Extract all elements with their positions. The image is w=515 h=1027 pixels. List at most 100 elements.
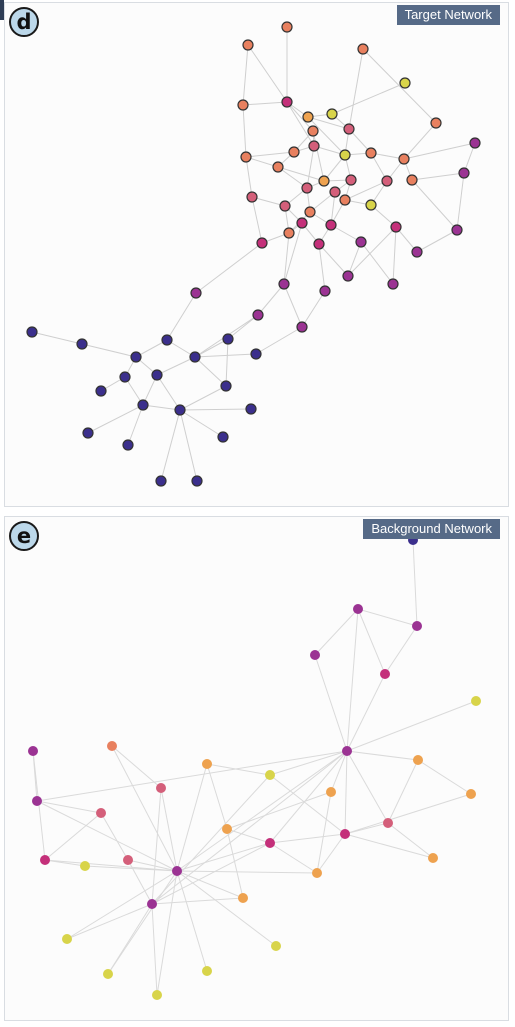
- network-node[interactable]: [152, 990, 162, 1000]
- network-node[interactable]: [32, 796, 42, 806]
- network-node[interactable]: [123, 855, 133, 865]
- network-node[interactable]: [329, 186, 341, 198]
- network-node[interactable]: [390, 221, 402, 233]
- target-network-tab[interactable]: Target Network: [396, 5, 500, 25]
- network-node[interactable]: [353, 604, 363, 614]
- network-node[interactable]: [119, 371, 131, 383]
- network-node[interactable]: [80, 861, 90, 871]
- network-node[interactable]: [469, 137, 481, 149]
- network-node[interactable]: [343, 123, 355, 135]
- network-node[interactable]: [412, 621, 422, 631]
- network-node[interactable]: [399, 77, 411, 89]
- network-node[interactable]: [265, 770, 275, 780]
- network-node[interactable]: [302, 111, 314, 123]
- network-node[interactable]: [62, 934, 72, 944]
- network-node[interactable]: [342, 746, 352, 756]
- network-node[interactable]: [202, 759, 212, 769]
- network-node[interactable]: [380, 669, 390, 679]
- network-node[interactable]: [240, 151, 252, 163]
- network-node[interactable]: [28, 746, 38, 756]
- network-node[interactable]: [147, 899, 157, 909]
- network-node[interactable]: [271, 941, 281, 951]
- network-node[interactable]: [217, 431, 229, 443]
- network-node[interactable]: [301, 182, 313, 194]
- network-node[interactable]: [222, 333, 234, 345]
- network-node[interactable]: [82, 427, 94, 439]
- network-node[interactable]: [413, 755, 423, 765]
- network-node[interactable]: [281, 96, 293, 108]
- network-node[interactable]: [189, 351, 201, 363]
- network-node[interactable]: [107, 741, 117, 751]
- network-node[interactable]: [411, 246, 423, 258]
- network-node[interactable]: [325, 219, 337, 231]
- network-node[interactable]: [387, 278, 399, 290]
- network-node[interactable]: [430, 117, 442, 129]
- network-node[interactable]: [307, 125, 319, 137]
- network-node[interactable]: [308, 140, 320, 152]
- network-node[interactable]: [272, 161, 284, 173]
- network-node[interactable]: [281, 21, 293, 33]
- network-node[interactable]: [288, 146, 300, 158]
- network-node[interactable]: [155, 475, 167, 487]
- network-node[interactable]: [172, 866, 182, 876]
- network-node[interactable]: [161, 334, 173, 346]
- network-node[interactable]: [103, 969, 113, 979]
- network-node[interactable]: [365, 199, 377, 211]
- network-node[interactable]: [190, 287, 202, 299]
- network-node[interactable]: [130, 351, 142, 363]
- network-node[interactable]: [310, 650, 320, 660]
- network-node[interactable]: [156, 783, 166, 793]
- network-node[interactable]: [458, 167, 470, 179]
- network-node[interactable]: [26, 326, 38, 338]
- network-node[interactable]: [313, 238, 325, 250]
- network-node[interactable]: [237, 99, 249, 111]
- network-node[interactable]: [326, 787, 336, 797]
- network-node[interactable]: [365, 147, 377, 159]
- network-node[interactable]: [340, 829, 350, 839]
- network-node[interactable]: [357, 43, 369, 55]
- network-node[interactable]: [326, 108, 338, 120]
- network-node[interactable]: [245, 403, 257, 415]
- network-node[interactable]: [96, 808, 106, 818]
- network-node[interactable]: [296, 217, 308, 229]
- network-node[interactable]: [246, 191, 258, 203]
- network-node[interactable]: [250, 348, 262, 360]
- network-node[interactable]: [296, 321, 308, 333]
- network-node[interactable]: [451, 224, 463, 236]
- network-node[interactable]: [151, 369, 163, 381]
- network-node[interactable]: [355, 236, 367, 248]
- network-node[interactable]: [319, 285, 331, 297]
- network-node[interactable]: [283, 227, 295, 239]
- network-node[interactable]: [252, 309, 264, 321]
- network-node[interactable]: [312, 868, 322, 878]
- background-network-tab[interactable]: Background Network: [363, 519, 500, 539]
- network-node[interactable]: [265, 838, 275, 848]
- network-node[interactable]: [398, 153, 410, 165]
- network-node[interactable]: [174, 404, 186, 416]
- network-node[interactable]: [122, 439, 134, 451]
- network-node[interactable]: [242, 39, 254, 51]
- network-node[interactable]: [383, 818, 393, 828]
- network-node[interactable]: [222, 824, 232, 834]
- network-node[interactable]: [279, 200, 291, 212]
- network-node[interactable]: [256, 237, 268, 249]
- network-node[interactable]: [406, 174, 418, 186]
- network-node[interactable]: [466, 789, 476, 799]
- network-node[interactable]: [95, 385, 107, 397]
- network-node[interactable]: [220, 380, 232, 392]
- network-node[interactable]: [342, 270, 354, 282]
- network-node[interactable]: [40, 855, 50, 865]
- network-node[interactable]: [381, 175, 393, 187]
- network-node[interactable]: [304, 206, 316, 218]
- network-node[interactable]: [238, 893, 248, 903]
- network-node[interactable]: [345, 174, 357, 186]
- network-node[interactable]: [202, 966, 212, 976]
- network-node[interactable]: [318, 175, 330, 187]
- network-node[interactable]: [339, 194, 351, 206]
- network-node[interactable]: [137, 399, 149, 411]
- network-node[interactable]: [428, 853, 438, 863]
- network-node[interactable]: [278, 278, 290, 290]
- network-node[interactable]: [471, 696, 481, 706]
- network-node[interactable]: [339, 149, 351, 161]
- network-node[interactable]: [76, 338, 88, 350]
